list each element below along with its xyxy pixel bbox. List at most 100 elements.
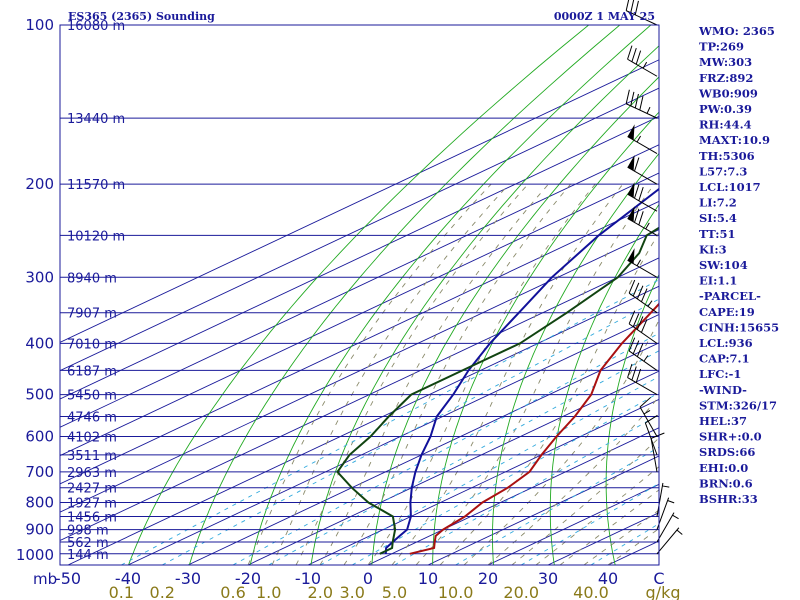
height-label: 7907 m bbox=[67, 307, 117, 322]
moist-adiabat-line bbox=[271, 183, 510, 565]
wind-barb-staff bbox=[627, 377, 658, 396]
isotherm-line bbox=[67, 285, 659, 565]
wind-barb-full-flag bbox=[634, 157, 640, 172]
wind-barb-full-flag bbox=[636, 343, 644, 357]
isotherm-line bbox=[307, 398, 659, 565]
mixing-ratio-line bbox=[520, 482, 659, 565]
mixing-ratio-line bbox=[232, 332, 659, 565]
mixing-ratio-line bbox=[455, 446, 659, 565]
chart-frame bbox=[59, 24, 660, 566]
wind-barb bbox=[627, 248, 658, 278]
height-label: 3511 m bbox=[67, 449, 117, 464]
sounding-index: SHR+:0.0 bbox=[699, 430, 762, 444]
wind-barb bbox=[628, 279, 658, 314]
wind-barb-full-flag bbox=[625, 0, 630, 11]
wind-barb-full-flag bbox=[636, 285, 644, 300]
height-label: 4102 m bbox=[67, 430, 117, 445]
isotherm-line bbox=[60, 115, 659, 400]
wind-barb-full-flag bbox=[630, 91, 635, 106]
moist-adiabat-line bbox=[439, 232, 659, 565]
height-label: 562 m bbox=[67, 536, 109, 551]
pressure-tick-label: 700 bbox=[25, 463, 54, 481]
mixing-ratio-line bbox=[590, 523, 659, 565]
height-label: 5450 m bbox=[67, 389, 117, 404]
chart-background-lines bbox=[60, 25, 800, 565]
wind-barb-half-flag bbox=[646, 106, 651, 114]
height-label: 10120 m bbox=[67, 229, 125, 244]
wind-barb-half-flag bbox=[642, 61, 648, 69]
sounding-index: SRDS:66 bbox=[699, 445, 755, 459]
mixing-ratio-tick-label: 0.2 bbox=[150, 583, 175, 600]
isotherm-line bbox=[60, 200, 659, 485]
height-label: 1456 m bbox=[67, 510, 117, 525]
sounding-index: PW:0.39 bbox=[699, 102, 752, 116]
wind-barb-full-flag bbox=[630, 0, 635, 13]
moist-adiabat-line bbox=[319, 183, 549, 565]
wind-barb-staff bbox=[627, 259, 658, 278]
sounding-index: WMO: 2365 bbox=[698, 24, 775, 38]
wind-barb-full-flag bbox=[636, 316, 644, 330]
mixing-ratio-tick-label: g/kg bbox=[646, 583, 681, 600]
wind-barb-pennant bbox=[627, 248, 635, 264]
wind-barb bbox=[625, 89, 658, 119]
wind-barb-pennant bbox=[627, 206, 635, 222]
sounding-index: CAPE:19 bbox=[699, 305, 755, 319]
height-label: 2963 m bbox=[67, 466, 117, 481]
wind-barb-full-flag bbox=[628, 279, 636, 294]
moist-adiabat-line bbox=[559, 489, 659, 565]
wind-barb bbox=[656, 482, 670, 517]
wind-barb-half-flag bbox=[636, 135, 642, 143]
isotherm-line bbox=[547, 512, 659, 565]
wind-barb-half-flag bbox=[676, 529, 683, 535]
chart-title: ES365 (2365) Sounding bbox=[68, 10, 215, 23]
wind-barb bbox=[627, 182, 658, 212]
temperature-tick-label: -20 bbox=[235, 569, 261, 588]
pressure-tick-label: 900 bbox=[25, 521, 54, 539]
wind-barb-full-flag bbox=[635, 368, 642, 383]
height-label: 4746 m bbox=[67, 411, 117, 426]
height-label: 13440 m bbox=[67, 112, 125, 127]
wind-barb-staff bbox=[627, 217, 658, 236]
wind-barb-full-flag bbox=[638, 186, 644, 201]
temperature-tick-label: 10 bbox=[418, 569, 438, 588]
pressure-tick-label: 800 bbox=[25, 494, 54, 512]
dry-adiabat-line bbox=[764, 25, 800, 565]
dry-adiabat-line bbox=[188, 25, 621, 565]
profile-lines bbox=[336, 187, 659, 555]
wind-barb-staff bbox=[627, 58, 658, 77]
wind-barb-full-flag bbox=[625, 89, 630, 104]
wind-barb-full-flag bbox=[631, 47, 637, 62]
wind-barb bbox=[627, 155, 658, 185]
sounding-index: CINH:15655 bbox=[699, 320, 779, 334]
sounding-index: SI:5.4 bbox=[699, 211, 737, 225]
wind-barb-full-flag bbox=[634, 0, 639, 15]
wind-barb-staff bbox=[639, 406, 658, 437]
dry-adiabat-line bbox=[549, 203, 659, 565]
sounding-index: CAP:7.1 bbox=[699, 352, 750, 366]
moist-adiabat-line bbox=[391, 183, 624, 565]
pressure-tick-label: 300 bbox=[25, 268, 54, 286]
y-unit-label: mb bbox=[33, 570, 57, 588]
wind-barb-staff bbox=[625, 103, 658, 119]
wind-barb-half-flag bbox=[647, 300, 653, 307]
wind-barb-full-flag bbox=[638, 211, 644, 226]
x-unit-label: C bbox=[653, 569, 664, 588]
mixing-ratio-tick-label: 5.0 bbox=[382, 583, 407, 600]
wind-barb-full-flag bbox=[640, 319, 648, 333]
mixing-ratio-tick-label: 0.6 bbox=[220, 583, 245, 600]
wind-barb bbox=[650, 432, 665, 472]
height-label: 11570 m bbox=[67, 178, 125, 193]
isotherm-line bbox=[187, 342, 659, 565]
sounding-index: STM:326/17 bbox=[699, 398, 777, 412]
dry-adiabat-line bbox=[605, 273, 659, 565]
dry-adiabat-line bbox=[492, 152, 659, 565]
height-label: 1927 m bbox=[67, 497, 117, 512]
mixing-ratio-tick-label: 1.0 bbox=[256, 583, 281, 600]
mixing-ratio-tick-label: 2.0 bbox=[308, 583, 333, 600]
sounding-index: WB0:909 bbox=[698, 86, 758, 100]
wind-barb-staff bbox=[628, 323, 658, 344]
wind-barb-full-flag bbox=[632, 282, 640, 297]
isotherm-line bbox=[247, 370, 659, 565]
